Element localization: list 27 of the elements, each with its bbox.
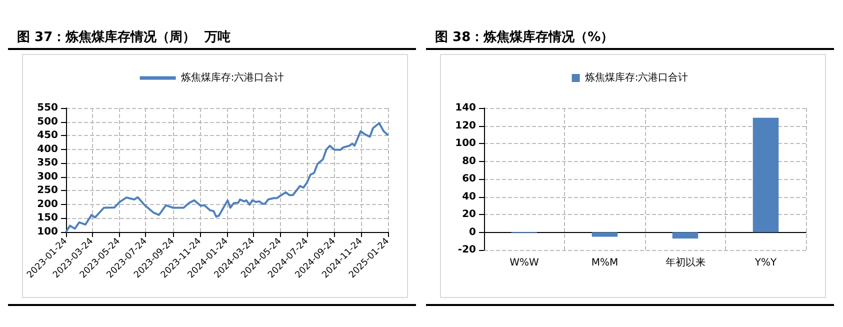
x-tick-label: Y%Y [754, 258, 778, 268]
x-tick-label: M%M [591, 258, 618, 268]
y-tick-label: 0 [469, 226, 476, 238]
y-tick-label: 200 [37, 198, 58, 210]
y-tick-label: 40 [462, 191, 476, 202]
y-tick-label: 550 [37, 102, 58, 114]
y-tick-label: 100 [37, 226, 58, 238]
y-tick-label: 400 [37, 144, 58, 155]
legend-label: 炼焦煤库存:六港口合计 [180, 72, 284, 84]
x-tick-label: W%W [510, 258, 539, 268]
x-tick-label: 年初以来 [665, 256, 706, 268]
y-tick-label: 300 [37, 171, 58, 182]
y-tick-label: 350 [37, 158, 58, 169]
y-tick-label: 100 [455, 138, 476, 149]
y-tick-label: 60 [462, 174, 476, 184]
y-tick-label: 140 [455, 102, 476, 114]
y-tick-label: 450 [37, 130, 58, 142]
legend-label: 炼焦煤库存:六港口合计 [584, 72, 688, 84]
y-tick-label: 20 [462, 209, 476, 220]
chart-title: 图 38：炼焦煤库存情况（%） [435, 29, 614, 45]
y-tick-label: 150 [37, 212, 58, 224]
y-tick-label: 500 [37, 116, 58, 128]
y-tick-label: -20 [458, 244, 476, 256]
y-tick-label: 250 [37, 185, 58, 196]
y-tick-label: 80 [462, 156, 476, 167]
y-tick-label: 120 [455, 120, 476, 132]
chart-title: 图 37：炼焦煤库存情况（周） 万吨 [17, 29, 231, 45]
